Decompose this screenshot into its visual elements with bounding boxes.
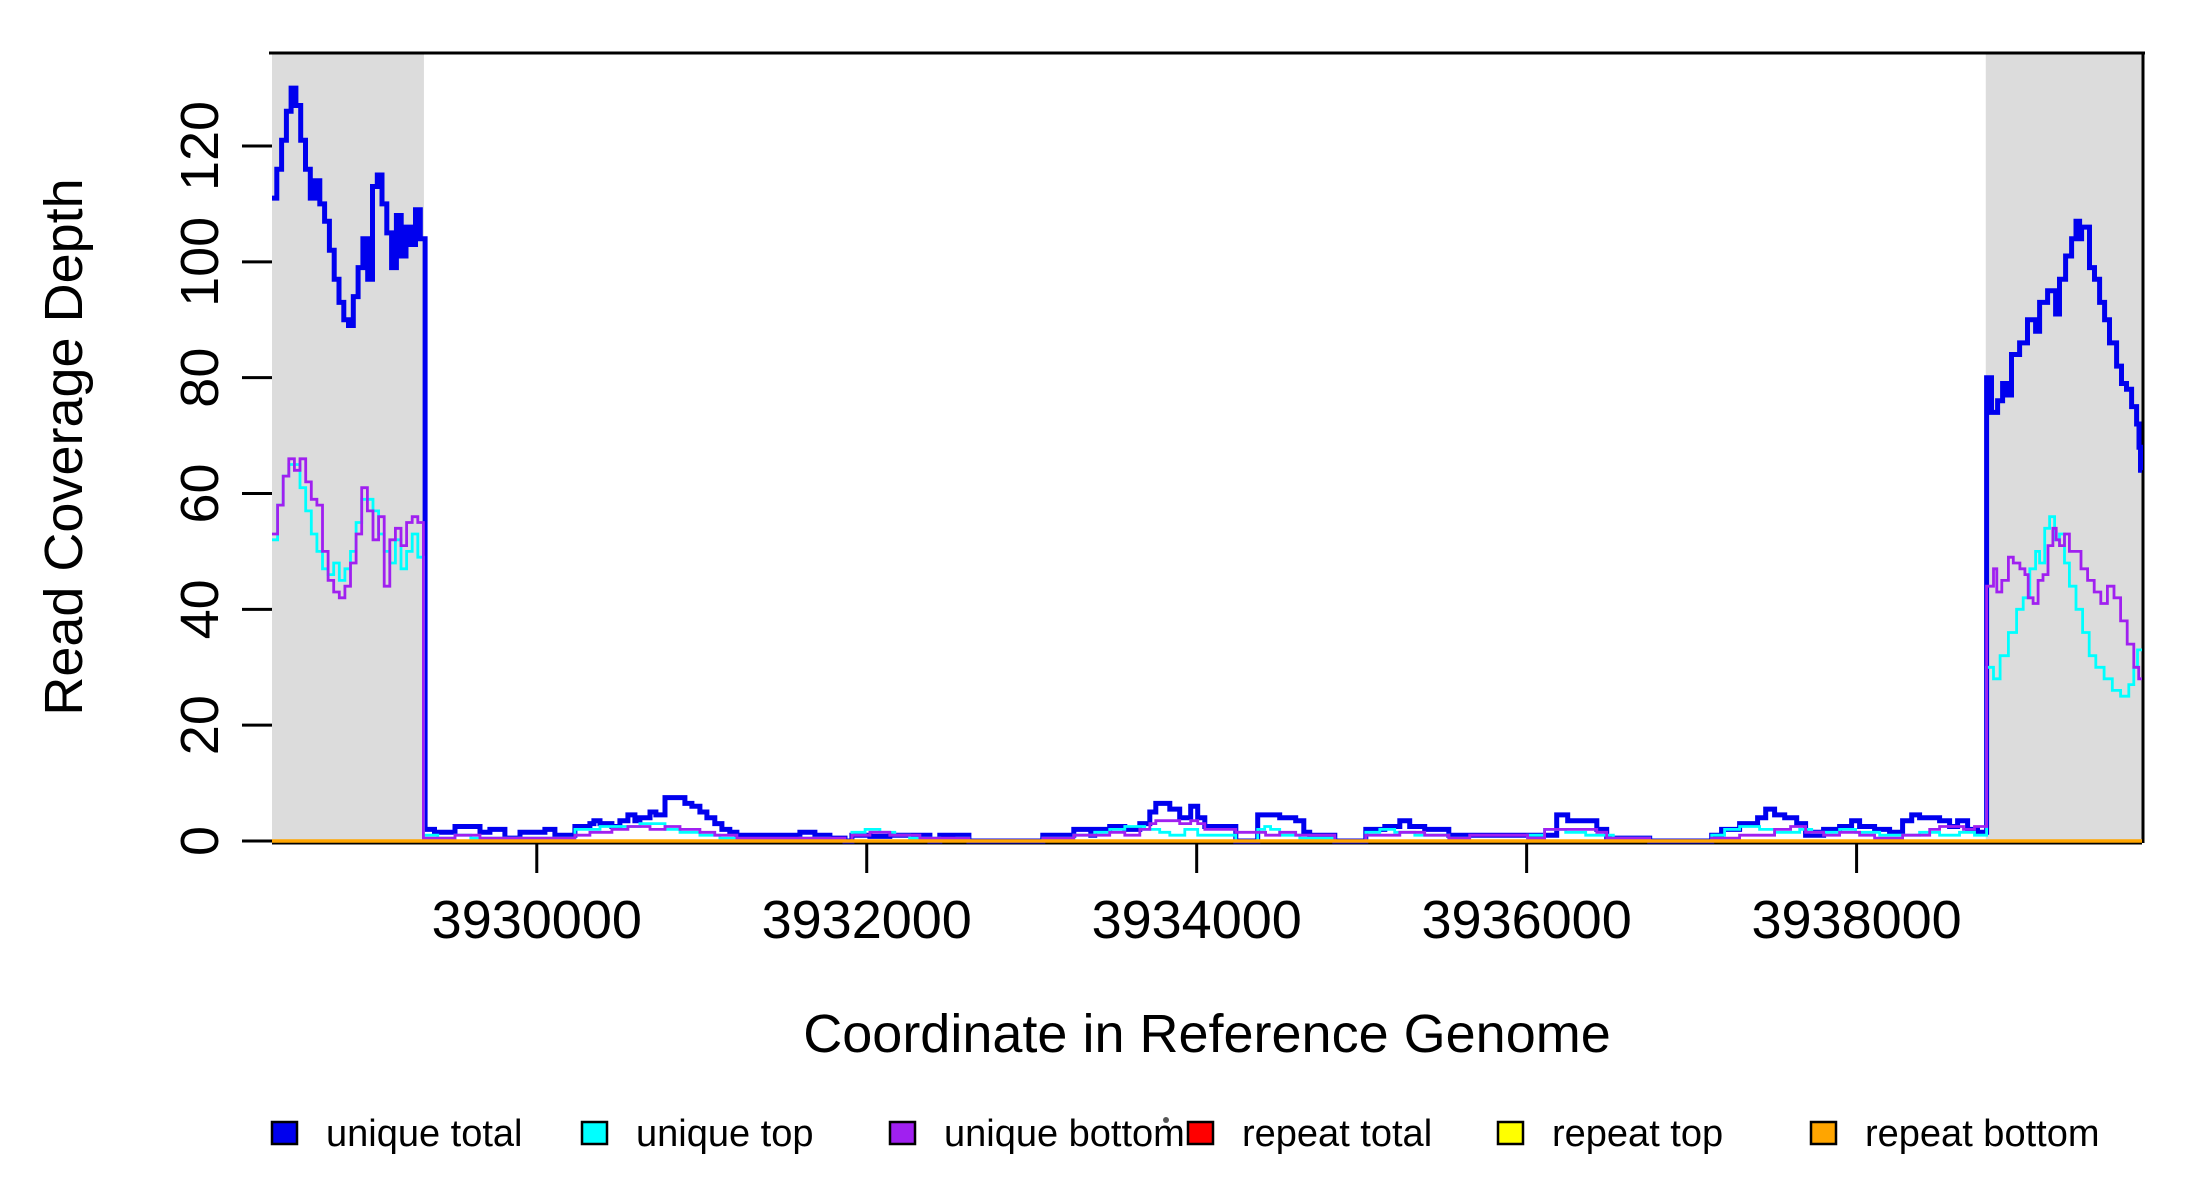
legend-item-repeat-total: repeat total — [1186, 1113, 1432, 1155]
x-axis-ticks: 3930000 3932000 3934000 3936000 3938000 — [432, 843, 1962, 950]
legend-item-unique-top: unique top — [580, 1113, 814, 1155]
legend-item-unique-bottom: unique bottom — [888, 1113, 1185, 1155]
legend-item-unique-total: unique total — [270, 1113, 523, 1155]
x-tick-label: 3934000 — [1092, 890, 1302, 950]
shaded-band — [1985, 54, 2142, 843]
y-tick-label: 40 — [170, 579, 230, 639]
shaded-region-bands — [272, 54, 2142, 843]
plot-box — [269, 51, 2145, 845]
legend-label: repeat top — [1552, 1113, 1723, 1155]
y-tick-label: 100 — [170, 217, 230, 307]
repeat-top-swatch — [1496, 1120, 1525, 1146]
unique-total-swatch — [270, 1120, 299, 1146]
x-tick-label: 3936000 — [1422, 890, 1632, 950]
y-tick-label: 120 — [170, 101, 230, 191]
shaded-band — [272, 54, 424, 843]
repeat-bottom-swatch — [1809, 1120, 1838, 1146]
y-tick-label: 60 — [170, 463, 230, 523]
x-axis-title: Coordinate in Reference Genome — [803, 1004, 1610, 1064]
x-tick-label: 3930000 — [432, 890, 642, 950]
x-tick-label: 3932000 — [762, 890, 972, 950]
y-tick-label: 80 — [170, 348, 230, 408]
legend-label: unique total — [326, 1113, 523, 1155]
series-unique-top — [272, 463, 2142, 843]
legend-item-repeat-top: repeat top — [1496, 1113, 1723, 1155]
unique-top-swatch — [580, 1120, 609, 1146]
unique-bottom-swatch — [888, 1120, 917, 1146]
legend: unique total unique top unique bottom repea… — [270, 1113, 2099, 1155]
legend-label: unique bottom — [944, 1113, 1185, 1155]
y-tick-label: 20 — [170, 695, 230, 755]
legend-label: unique top — [636, 1113, 814, 1155]
y-axis-ticks: 0 20 40 60 80 100 120 — [170, 101, 272, 856]
y-axis-title: Read Coverage Depth — [34, 178, 94, 715]
series-unique-bottom — [272, 457, 2142, 843]
repeat-total-swatch — [1186, 1120, 1215, 1146]
x-tick-label: 3938000 — [1751, 890, 1961, 950]
series-lines — [272, 85, 2143, 844]
series-unique-total — [272, 85, 2143, 844]
legend-item-repeat-bottom: repeat bottom — [1809, 1113, 2099, 1155]
legend-label: repeat bottom — [1865, 1113, 2099, 1155]
stray-dot-artifact — [1163, 1117, 1169, 1123]
y-tick-label: 0 — [170, 826, 230, 856]
legend-label: repeat total — [1242, 1113, 1432, 1155]
